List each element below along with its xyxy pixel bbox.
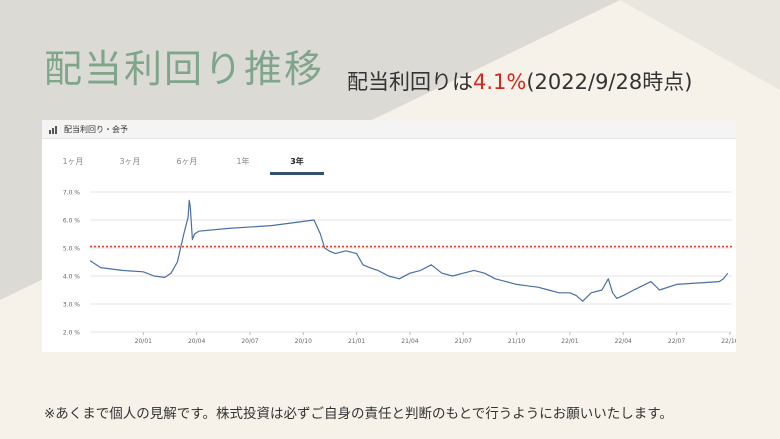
x-tick-label: 22/04 bbox=[615, 338, 632, 345]
x-tick-label: 20/07 bbox=[241, 338, 258, 345]
chart-card: 配当利回り・会予 1ヶ月 3ヶ月 6ヶ月 1年 3年 2.0 % 3.0 % 4.0… bbox=[42, 120, 736, 352]
x-tick-label: 20/01 bbox=[135, 338, 152, 345]
y-tick-label: 3.0 % bbox=[63, 302, 80, 309]
yield-summary: 配当利回りは4.1%(2022/9/28時点) bbox=[347, 66, 692, 96]
card-title: 配当利回り・会予 bbox=[64, 125, 128, 134]
y-tick-label: 6.0 % bbox=[63, 218, 80, 225]
y-tick-label: 2.0 % bbox=[63, 330, 80, 337]
x-tick-label: 22/07 bbox=[668, 338, 685, 345]
bar-chart-icon bbox=[49, 126, 57, 134]
yield-date: (2022/9/28時点) bbox=[526, 70, 693, 94]
y-tick-label: 5.0 % bbox=[63, 246, 80, 253]
x-tick-label: 21/07 bbox=[455, 338, 472, 345]
x-tick-label: 22/01 bbox=[561, 338, 578, 345]
active-tab-indicator bbox=[270, 172, 324, 175]
dividend-yield-chart: 2.0 % 3.0 % 4.0 % 5.0 % 6.0 % 7.0 % 20/01 20/04… bbox=[63, 190, 736, 346]
x-tick-label: 21/01 bbox=[348, 338, 365, 345]
y-tick-label: 7.0 % bbox=[63, 190, 80, 197]
page-title: 配当利回り推移 bbox=[44, 47, 325, 91]
x-tick-label: 21/04 bbox=[401, 338, 418, 345]
x-tick-label: 22/10 bbox=[721, 338, 736, 345]
yield-value: 4.1% bbox=[473, 70, 527, 94]
tab-3-months[interactable]: 3ヶ月 bbox=[119, 157, 141, 166]
y-tick-label: 4.0 % bbox=[63, 274, 80, 281]
x-tick-label: 20/10 bbox=[295, 338, 312, 345]
tab-6-months[interactable]: 6ヶ月 bbox=[176, 157, 198, 166]
tab-1-month[interactable]: 1ヶ月 bbox=[62, 157, 84, 166]
card-header: 配当利回り・会予 bbox=[42, 120, 736, 139]
tab-3-years[interactable]: 3年 bbox=[290, 157, 304, 166]
series-line bbox=[89, 199, 729, 302]
yield-prefix: 配当利回りは bbox=[347, 70, 473, 94]
tab-1-year[interactable]: 1年 bbox=[236, 157, 250, 166]
x-tick-label: 21/10 bbox=[508, 338, 525, 345]
x-tick-label: 20/04 bbox=[188, 338, 205, 345]
disclaimer: ※あくまで個人の見解です。株式投資は必ずご自身の責任と判断のもとで行うようにお願… bbox=[44, 406, 673, 422]
